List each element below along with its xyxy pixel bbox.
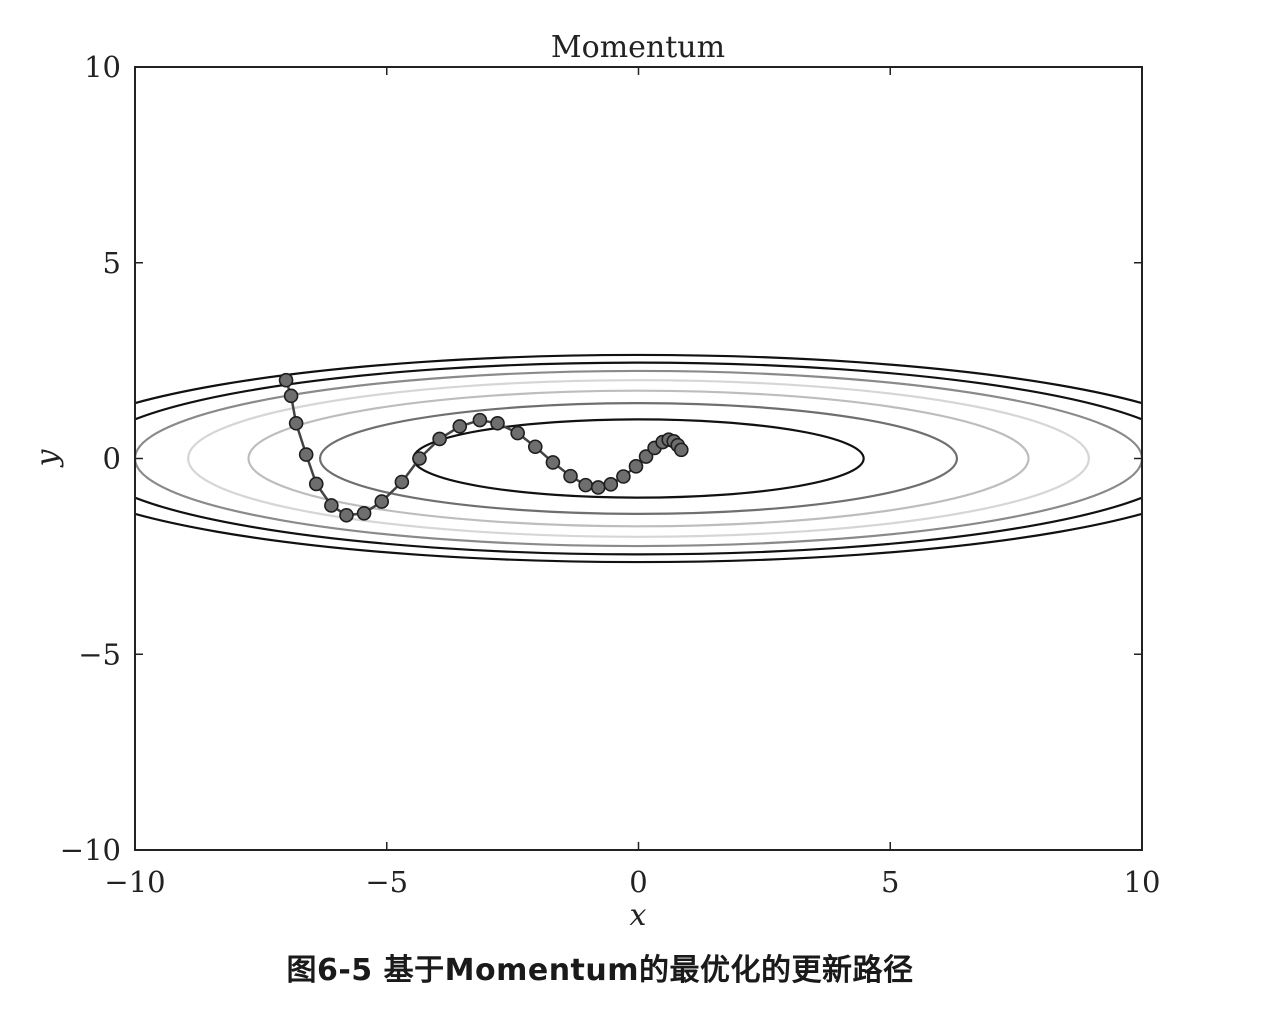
path-point-17 bbox=[545, 455, 561, 470]
path-point-10 bbox=[412, 451, 427, 466]
path-point-5 bbox=[324, 498, 339, 513]
optimization-points bbox=[278, 372, 689, 523]
contour-level-7 bbox=[135, 353, 1142, 564]
chart-title: Momentum bbox=[551, 30, 725, 65]
figure-caption: 图6-5 基于Momentum的最优化的更新路径 bbox=[286, 953, 914, 988]
path-point-11 bbox=[432, 431, 447, 447]
contour-level-6 bbox=[135, 361, 1142, 556]
y-axis-label: y bbox=[30, 448, 65, 468]
path-point-14 bbox=[490, 415, 505, 431]
path-point-30 bbox=[673, 442, 689, 458]
path-point-21 bbox=[603, 477, 619, 492]
y-tick-label-3: 5 bbox=[103, 246, 121, 280]
path-point-18 bbox=[563, 468, 578, 484]
path-point-6 bbox=[339, 507, 354, 523]
axis-ticks bbox=[134, 66, 1143, 851]
path-point-20 bbox=[590, 480, 606, 495]
path-point-22 bbox=[616, 469, 631, 484]
x-tick-label-1: −5 bbox=[365, 865, 408, 899]
path-point-16 bbox=[527, 439, 543, 455]
y-tick-label-2: 0 bbox=[103, 442, 121, 476]
path-point-3 bbox=[298, 447, 314, 462]
path-point-24 bbox=[638, 449, 654, 464]
y-tick-label-0: −10 bbox=[60, 833, 121, 867]
plot-background bbox=[135, 67, 1142, 850]
x-tick-label-0: −10 bbox=[104, 865, 165, 899]
y-tick-label-4: 10 bbox=[84, 50, 121, 84]
chart: −10 −5 0 5 10 −10 −5 0 5 10 Momentum x y bbox=[30, 30, 1161, 933]
contour-level-4 bbox=[187, 379, 1090, 538]
path-point-2 bbox=[288, 415, 304, 431]
contour-level-5 bbox=[135, 369, 1142, 548]
path-point-19 bbox=[578, 477, 593, 493]
x-tick-label-4: 10 bbox=[1124, 865, 1161, 899]
path-point-15 bbox=[510, 425, 525, 441]
path-point-8 bbox=[374, 494, 390, 509]
contour-level-2 bbox=[318, 402, 959, 515]
x-tick-label-2: 0 bbox=[629, 865, 647, 899]
x-axis-label: x bbox=[630, 898, 647, 933]
x-tick-label-3: 5 bbox=[881, 865, 899, 899]
path-point-9 bbox=[394, 474, 410, 490]
path-point-7 bbox=[356, 506, 372, 521]
path-point-12 bbox=[452, 419, 468, 434]
contour-level-3 bbox=[247, 389, 1030, 528]
path-point-13 bbox=[472, 412, 488, 428]
path-point-0 bbox=[278, 372, 294, 388]
y-tick-label-1: −5 bbox=[78, 637, 121, 671]
path-point-23 bbox=[628, 459, 644, 474]
path-point-4 bbox=[308, 476, 324, 492]
contour-lines bbox=[135, 353, 1142, 564]
axis-tick-labels: −10 −5 0 5 10 −10 −5 0 5 10 bbox=[60, 50, 1161, 899]
path-point-1 bbox=[283, 388, 299, 404]
